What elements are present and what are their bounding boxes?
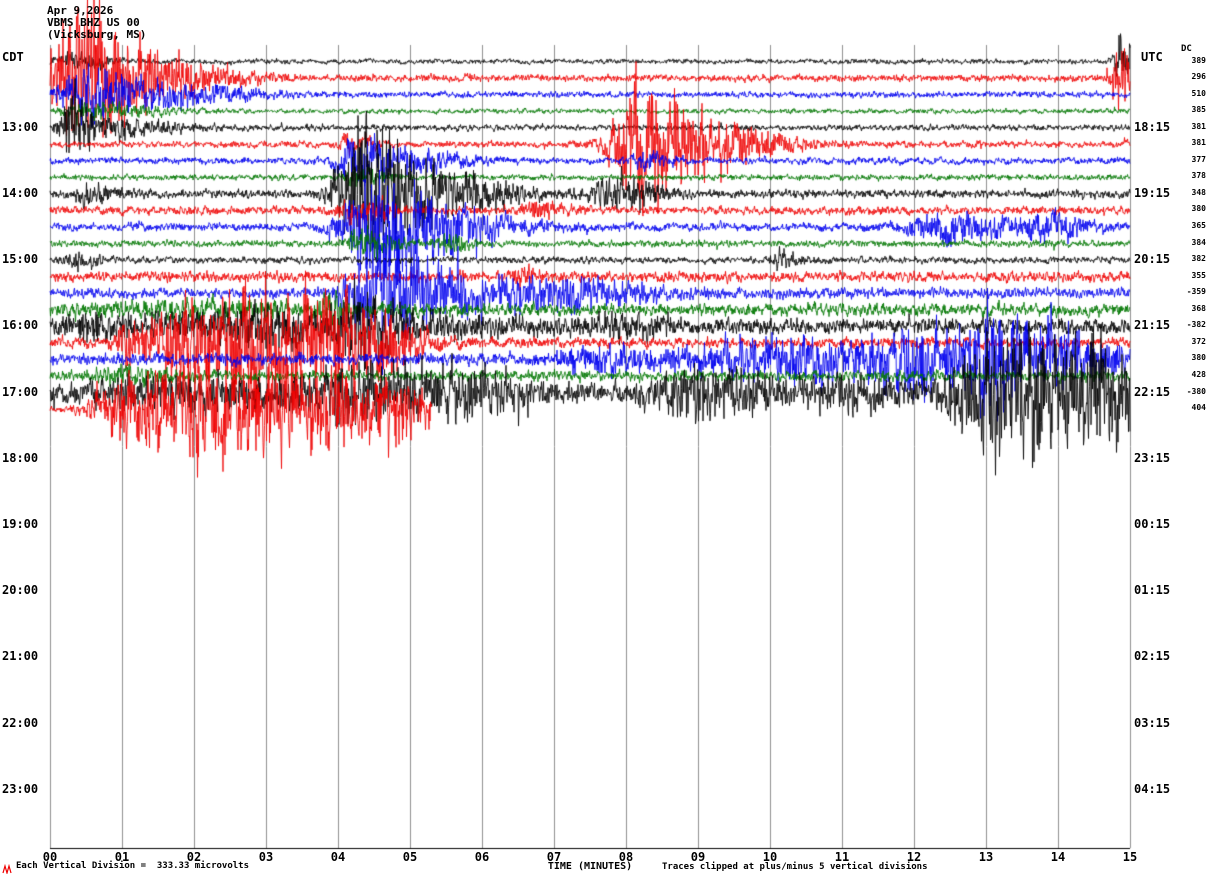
calibration-pulse-icon — [2, 864, 12, 874]
dc-offset-value: 381 — [1191, 121, 1206, 131]
left-timezone-label: CDT — [2, 50, 24, 64]
right-time-label: 20:15 — [1134, 252, 1171, 267]
left-time-label: 18:00 — [2, 450, 39, 465]
left-time-label: 21:00 — [2, 649, 39, 664]
x-tick-label: 02 — [186, 850, 202, 864]
x-tick-label: 09 — [690, 850, 706, 864]
dc-offset-value: 348 — [1191, 187, 1206, 197]
left-time-label: 17:00 — [2, 384, 39, 399]
dc-offset-value: 389 — [1191, 55, 1206, 65]
x-tick-label: 12 — [906, 850, 922, 864]
x-tick-label: 06 — [474, 850, 490, 864]
x-tick-label: 01 — [114, 850, 130, 864]
dc-offset-value: 378 — [1191, 171, 1206, 181]
right-time-label: 21:15 — [1134, 318, 1171, 333]
scale-note: Each Vertical Division = 333.33 microvol… — [16, 861, 249, 871]
header-location: (Vicksburg, MS) — [47, 28, 147, 41]
left-time-label: 19:00 — [2, 516, 39, 531]
dc-offset-value: 404 — [1191, 403, 1206, 413]
dc-offset-value: 377 — [1191, 154, 1206, 164]
left-time-label: 22:00 — [2, 715, 39, 730]
x-tick-label: 03 — [258, 850, 274, 864]
x-axis-title: TIME (MINUTES) — [547, 861, 633, 872]
right-time-label: 19:15 — [1134, 185, 1171, 200]
x-tick-label: 04 — [330, 850, 346, 864]
dc-offset-value: 365 — [1191, 221, 1206, 230]
right-time-label: 04:15 — [1134, 781, 1171, 796]
dc-offset-value: -359 — [1186, 287, 1206, 297]
x-tick-label: 13 — [978, 850, 994, 864]
dc-offset-value: 385 — [1191, 105, 1206, 115]
header-date: Apr 9,2026 — [47, 4, 114, 17]
right-time-label: 01:15 — [1134, 583, 1171, 598]
right-timezone-label: UTC — [1141, 50, 1163, 64]
right-time-label: 22:15 — [1134, 384, 1171, 399]
dc-offset-value: 296 — [1191, 72, 1206, 82]
header-station: VBMS BHZ US 00 — [47, 16, 140, 29]
x-tick-label: 05 — [402, 850, 418, 864]
dc-offset-value: 382 — [1191, 254, 1206, 264]
x-tick-label: 00 — [42, 850, 58, 864]
left-time-label: 13:00 — [2, 119, 39, 134]
left-time-label: 16:00 — [2, 318, 39, 333]
left-time-label: 14:00 — [2, 185, 39, 200]
x-tick-label: 08 — [618, 850, 634, 864]
left-time-label: 20:00 — [2, 583, 39, 598]
x-tick-label: 15 — [1122, 850, 1138, 864]
x-tick-label: 11 — [834, 850, 850, 864]
dc-offset-value: 380 — [1191, 204, 1206, 214]
dc-offset-value: 510 — [1191, 88, 1206, 98]
dc-offset-value: 372 — [1191, 336, 1206, 346]
dc-offset-value: 384 — [1191, 237, 1206, 247]
dc-offset-value: -382 — [1186, 320, 1206, 330]
right-time-label: 18:15 — [1134, 119, 1171, 134]
dc-offset-value: 355 — [1191, 270, 1206, 280]
right-time-label: 02:15 — [1134, 649, 1171, 664]
right-time-label: 23:15 — [1134, 450, 1171, 465]
left-time-label: 23:00 — [2, 781, 39, 796]
right-time-label: 00:15 — [1134, 516, 1171, 531]
dc-offset-value: 381 — [1191, 138, 1206, 148]
clip-note: Traces clipped at plus/minus 5 vertical … — [662, 862, 928, 872]
dc-offset-value: 428 — [1191, 369, 1206, 379]
right-time-label: 03:15 — [1134, 715, 1171, 730]
x-tick-label: 14 — [1050, 850, 1066, 864]
dc-column-header: DC — [1181, 44, 1192, 54]
dc-offset-value: -380 — [1186, 386, 1206, 396]
x-tick-label: 10 — [762, 850, 778, 864]
dc-offset-value: 368 — [1191, 303, 1206, 313]
x-tick-label: 07 — [546, 850, 562, 864]
left-time-label: 15:00 — [2, 252, 39, 267]
dc-offset-value: 380 — [1191, 353, 1206, 363]
